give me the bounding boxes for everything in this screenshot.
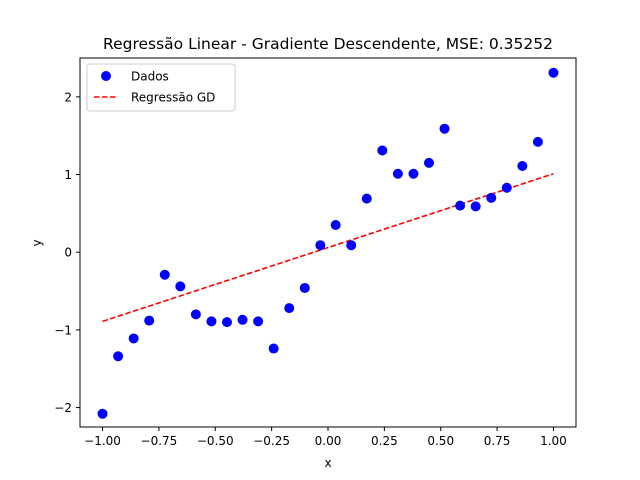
data-point	[486, 192, 497, 203]
data-point	[253, 316, 264, 327]
x-tick-label: 0.25	[371, 434, 398, 448]
x-tick-label: −0.50	[197, 434, 234, 448]
data-point	[548, 67, 559, 78]
legend-label-dados: Dados	[131, 70, 169, 84]
data-point	[144, 315, 155, 326]
data-point	[392, 168, 403, 179]
legend: Dados Regressão GD	[86, 63, 236, 112]
y-tick-label: −2	[54, 401, 72, 415]
legend-label-regressao: Regressão GD	[131, 91, 215, 105]
data-point	[284, 303, 295, 314]
x-tick-label: −0.25	[253, 434, 290, 448]
data-point	[113, 351, 124, 362]
x-tick-label: 0.50	[427, 434, 454, 448]
data-point	[408, 168, 419, 179]
data-point	[377, 145, 388, 156]
x-tick-label: −1.00	[84, 434, 121, 448]
data-point	[330, 220, 341, 231]
data-point	[175, 281, 186, 292]
data-point	[221, 317, 232, 328]
data-point	[439, 123, 450, 134]
data-point	[517, 160, 528, 171]
data-point	[424, 157, 435, 168]
y-tick-label: 0	[64, 246, 72, 260]
data-point	[159, 269, 170, 280]
data-point	[128, 333, 139, 344]
data-point	[190, 309, 201, 320]
y-tick-label: 1	[64, 168, 72, 182]
x-tick-label: −0.75	[141, 434, 178, 448]
x-tick-label: 0.00	[315, 434, 342, 448]
y-axis-label: y	[30, 239, 44, 246]
plot-area: −1.00 −0.75 −0.50 −0.25 0.00 0.25 0.50 0.75 1.00…	[54, 57, 577, 448]
data-point	[346, 240, 357, 251]
x-tick-label: 0.75	[484, 434, 511, 448]
data-point	[455, 200, 466, 211]
x-axis-label: x	[324, 456, 331, 470]
data-point	[361, 193, 372, 204]
chart-title: Regressão Linear - Gradiente Descendente…	[103, 35, 553, 53]
data-point	[532, 136, 543, 147]
data-point	[470, 201, 481, 212]
legend-marker-dados	[101, 71, 111, 81]
data-point	[268, 343, 279, 354]
data-point	[97, 408, 108, 419]
regression-line	[102, 172, 554, 323]
legend-frame	[86, 63, 236, 112]
data-point	[206, 316, 217, 327]
y-tick-label: −1	[54, 323, 72, 337]
data-point	[315, 240, 326, 251]
data-point	[501, 182, 512, 193]
y-tick-label: 2	[64, 90, 72, 104]
data-point	[237, 314, 248, 325]
x-tick-label: 1.00	[540, 434, 567, 448]
data-point	[299, 282, 310, 293]
